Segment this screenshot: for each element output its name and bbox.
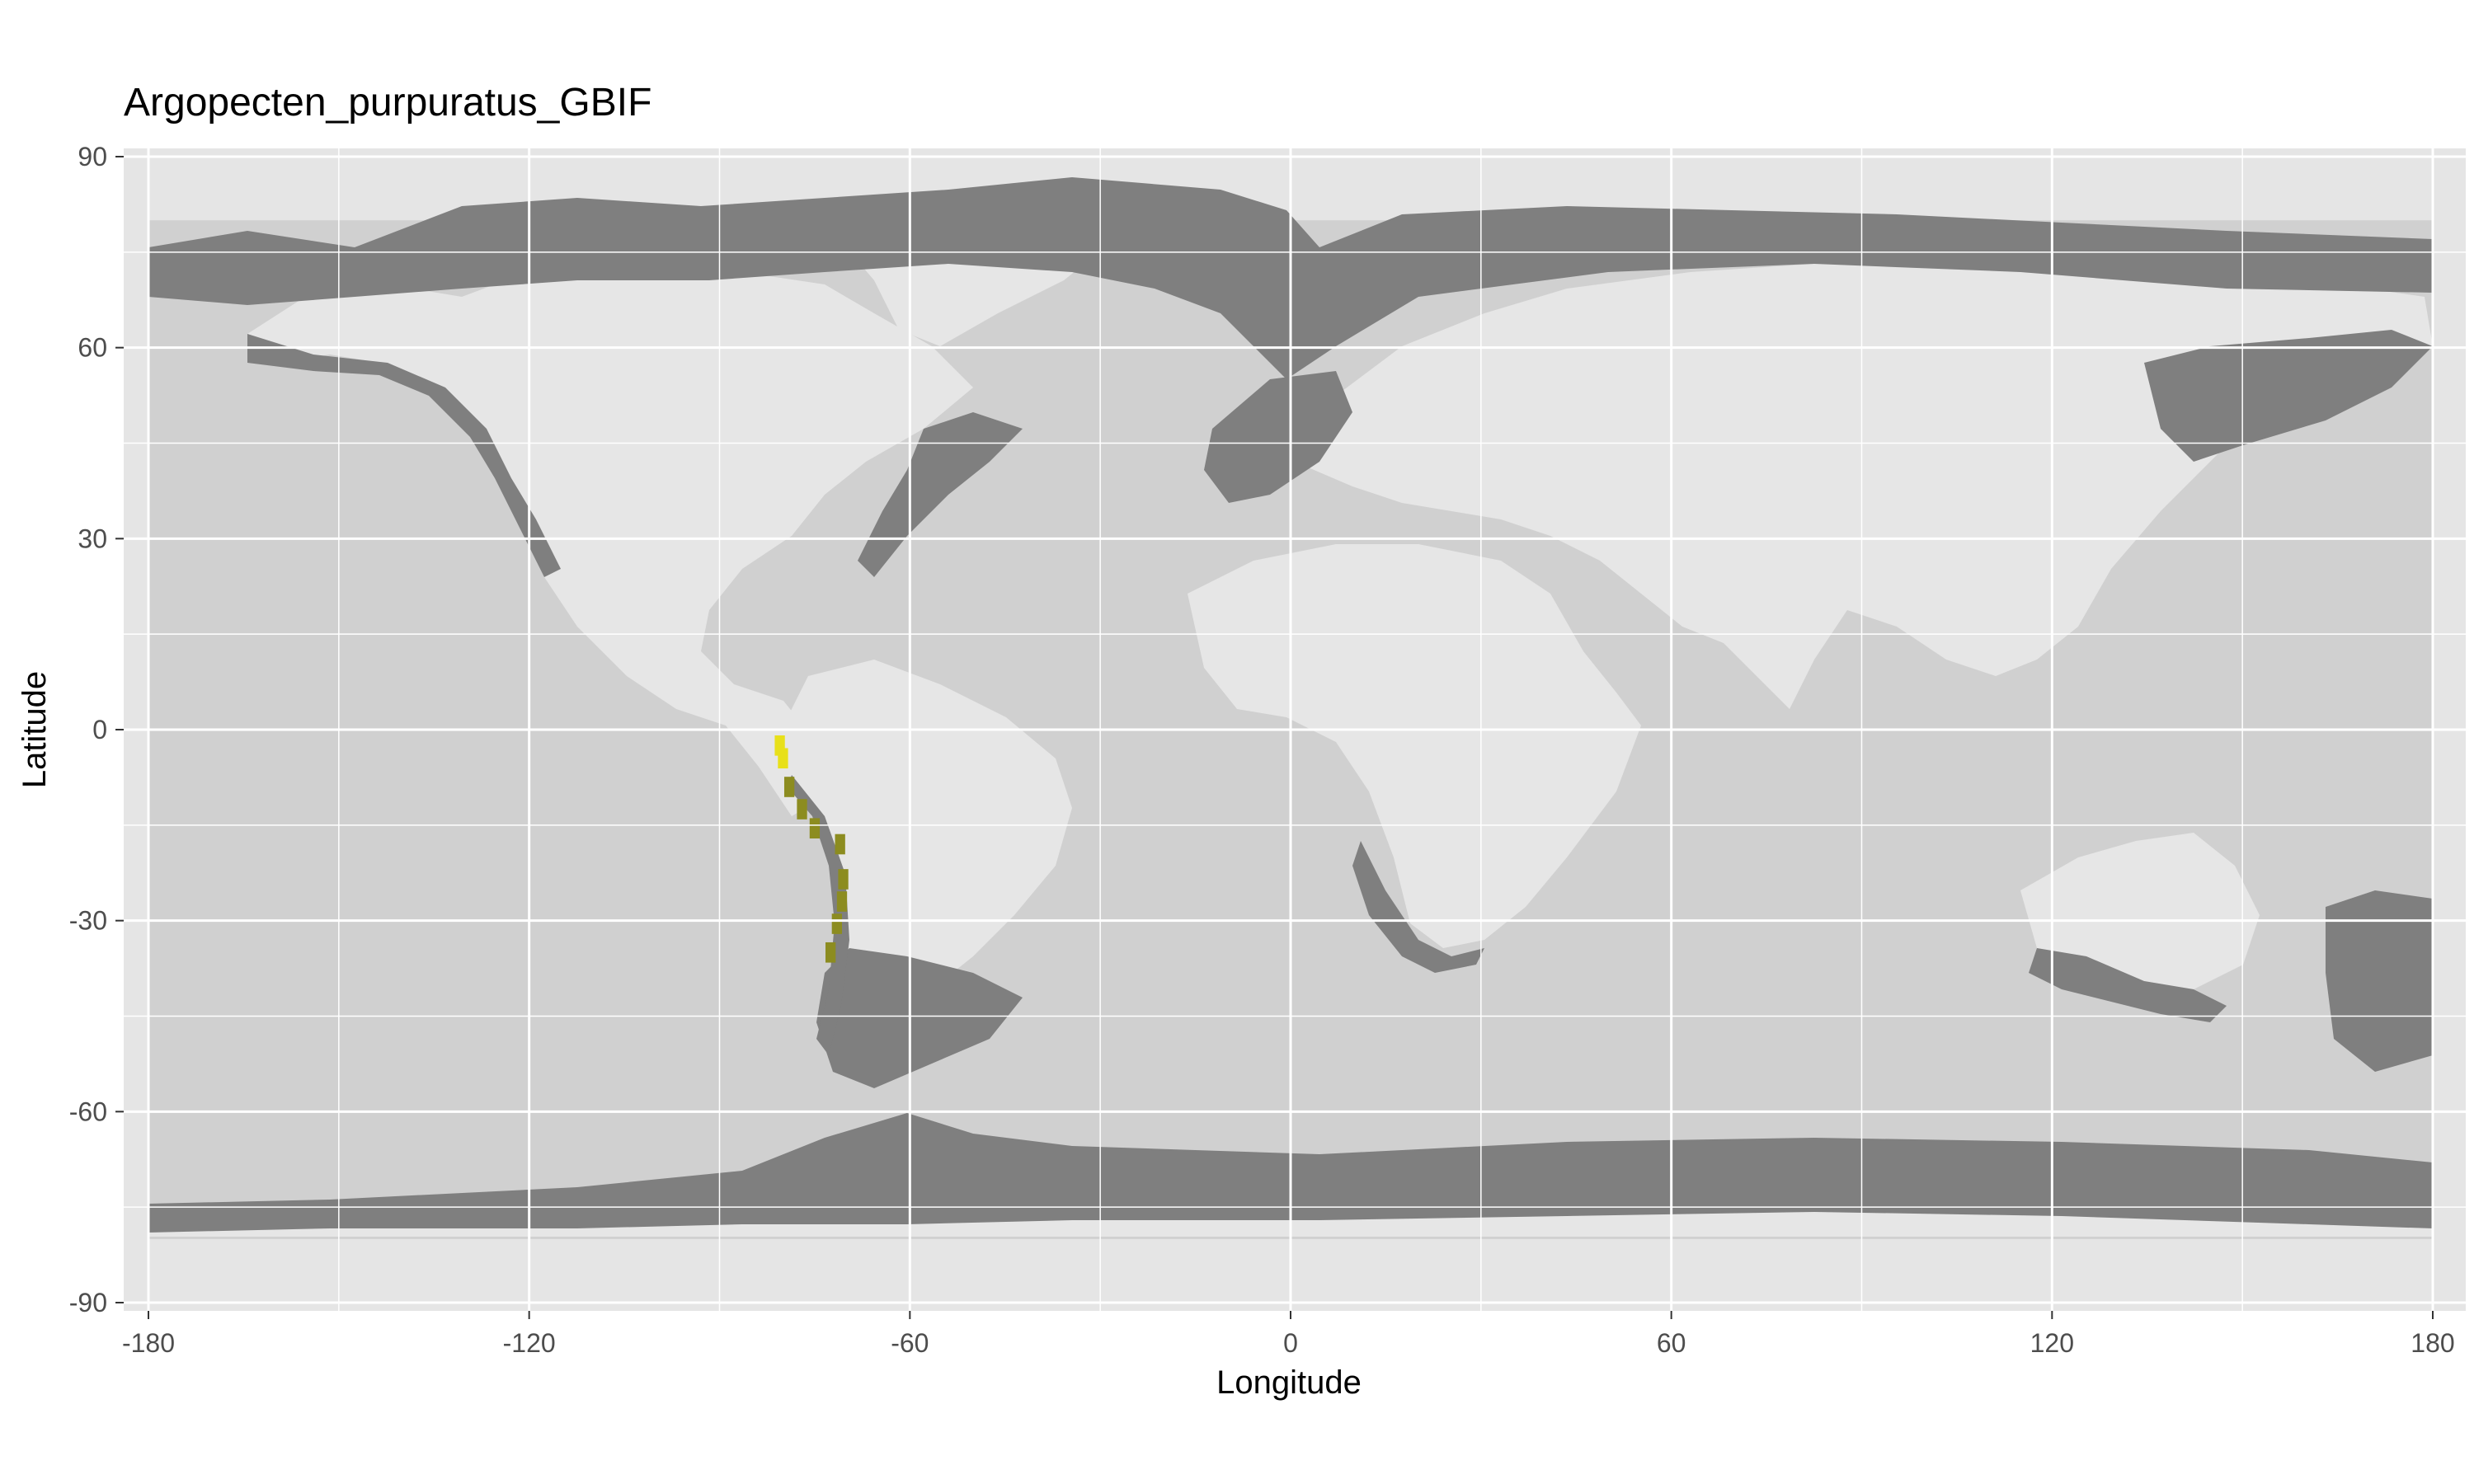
y-tick-label: -30 — [69, 906, 107, 936]
x-tick-label: -180 — [122, 1328, 175, 1358]
x-tick-label: 0 — [1283, 1328, 1298, 1358]
occurrence-cell — [835, 834, 845, 855]
x-tick-label: -120 — [503, 1328, 556, 1358]
occurrence-cell — [825, 942, 836, 963]
shelf-west-north-america — [247, 334, 561, 577]
shelf-southern-africa — [1352, 841, 1484, 973]
x-tick-label: 120 — [2030, 1328, 2074, 1358]
y-tick-label: -90 — [69, 1288, 107, 1317]
y-tick-label: -60 — [69, 1097, 107, 1126]
occurrence-cell — [836, 891, 848, 912]
shelf-west-pacific — [2326, 890, 2433, 1072]
y-tick-label: 60 — [78, 333, 107, 363]
y-tick-label: 30 — [78, 524, 107, 553]
x-tick-label: 60 — [1657, 1328, 1686, 1358]
y-axis: -90 -60 -30 0 30 60 90 — [69, 142, 124, 1317]
y-tick-label: 90 — [78, 142, 107, 171]
y-axis-title: Latitude — [16, 671, 53, 788]
shelf-east-north-america — [858, 412, 1023, 577]
land-africa — [1188, 544, 1641, 948]
occurrence-cell — [831, 913, 843, 934]
occurrence-layer — [774, 735, 849, 963]
x-tick-label: 180 — [2411, 1328, 2454, 1358]
occurrence-cell — [838, 869, 849, 890]
land-north-america — [247, 264, 973, 816]
x-axis: -180 -120 -60 0 60 120 180 — [122, 1311, 2455, 1358]
shelf-west-south-america — [788, 775, 849, 1055]
y-tick-label: 0 — [92, 715, 107, 744]
occurrence-cell — [797, 799, 807, 819]
gridlines — [124, 148, 2466, 1311]
occurrence-cell — [783, 777, 795, 797]
x-axis-title: Longitude — [1216, 1364, 1362, 1401]
land-australia — [2020, 833, 2260, 989]
occurrence-cell — [778, 748, 788, 769]
chart-title: Argopecten_purpuratus_GBIF — [124, 81, 651, 124]
x-tick-label: -60 — [891, 1328, 929, 1358]
shelf-east-asia — [2144, 330, 2433, 462]
shelf-patagonia — [816, 948, 1023, 1088]
shelf-australia — [2029, 948, 2227, 1022]
shelf-europe — [1204, 371, 1352, 503]
occurrence-cell — [809, 818, 821, 839]
